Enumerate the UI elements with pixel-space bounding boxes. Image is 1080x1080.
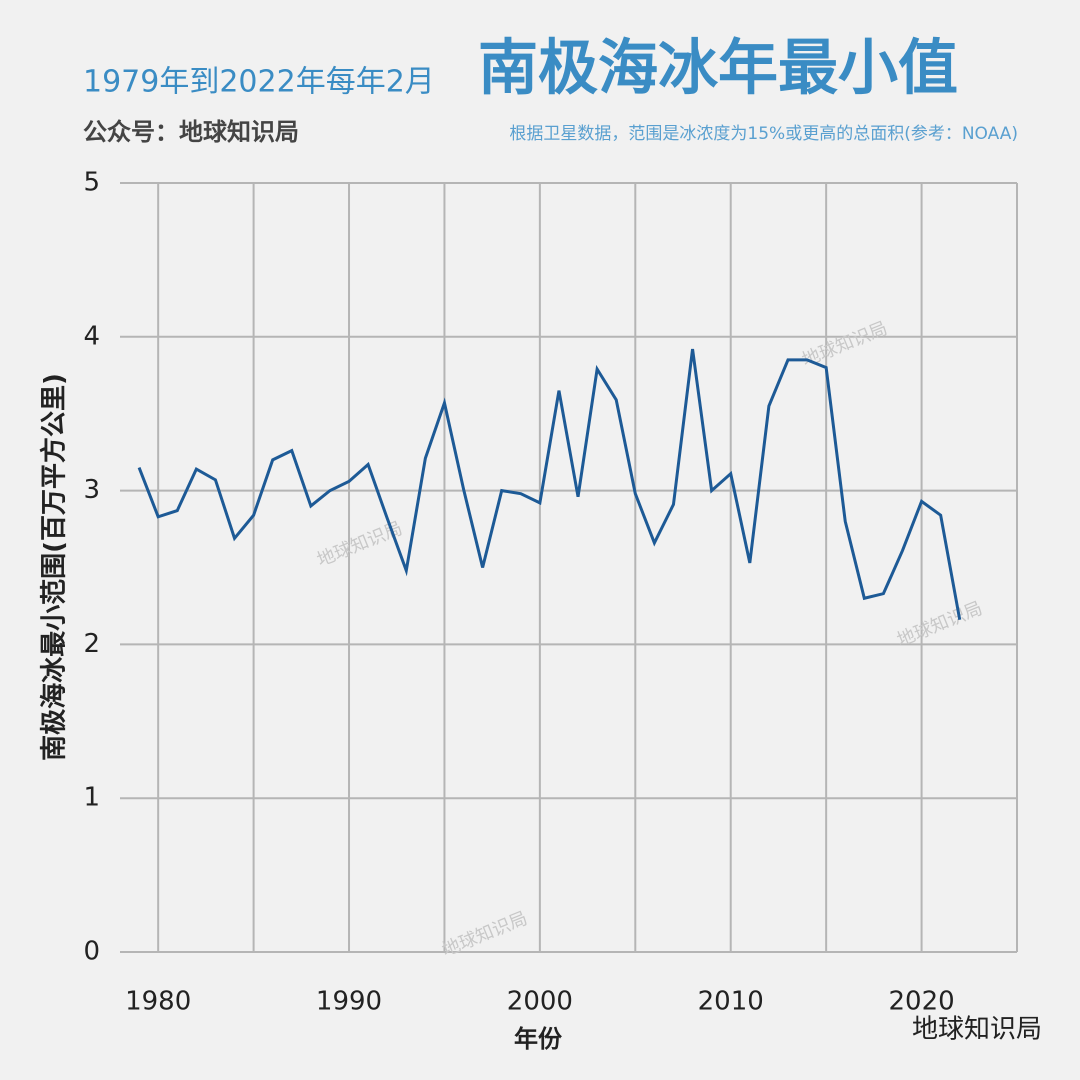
note: 根据卫星数据，范围是冰浓度为15%或更高的总面积(参考：NOAA): [509, 124, 1018, 144]
x-tick-label: 2010: [698, 987, 764, 1017]
data-line: [137, 348, 962, 621]
y-axis-label: 南极海冰最小范围(百万平方公里): [39, 373, 70, 761]
y-tick-label: 5: [83, 168, 100, 198]
x-tick-label: 1980: [125, 987, 191, 1017]
y-tick-label: 1: [83, 783, 100, 813]
y-tick-label: 4: [83, 321, 100, 351]
chart-title: 南极海冰年最小值: [478, 34, 958, 104]
title-prefix: 1979年到2022年每年2月: [83, 65, 435, 100]
y-tick-label: 3: [83, 475, 100, 505]
y-tick-label: 2: [83, 629, 100, 659]
brand: 地球知识局: [912, 1015, 1042, 1045]
y-tick-label: 0: [83, 937, 100, 967]
subtitle: 公众号：地球知识局: [83, 118, 299, 146]
x-tick-label: 2020: [888, 987, 954, 1017]
x-tick-label: 1990: [316, 987, 382, 1017]
x-axis-label: 年份: [514, 1025, 563, 1053]
x-tick-label: 2000: [507, 987, 573, 1017]
